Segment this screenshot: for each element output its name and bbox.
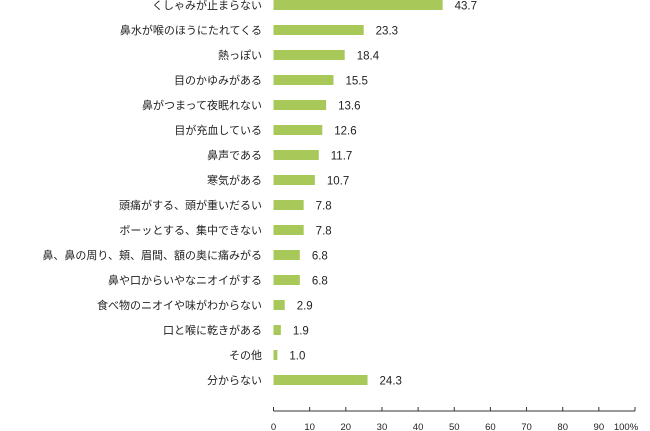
bar bbox=[273, 200, 304, 210]
x-tick-label: 40 bbox=[413, 422, 424, 431]
category-label: 鼻声である bbox=[207, 148, 262, 162]
data-label: 43.7 bbox=[455, 1, 477, 13]
bar bbox=[273, 150, 319, 160]
x-tick-label: 80 bbox=[557, 422, 568, 431]
data-label: 2.9 bbox=[297, 301, 313, 313]
category-label: ボーッとする、集中できない bbox=[119, 223, 262, 237]
category-label: 鼻、鼻の周り、頬、眉間、額の奥に痛みがる bbox=[42, 248, 262, 262]
category-label: 食べ物のニオイや味がわからない bbox=[97, 298, 262, 312]
x-tick-label: 0 bbox=[271, 422, 276, 431]
bar bbox=[273, 25, 364, 35]
bar bbox=[273, 100, 327, 110]
bar bbox=[273, 325, 281, 335]
bar bbox=[273, 275, 300, 285]
x-tick-label: 100% bbox=[614, 422, 639, 431]
category-label: 鼻水が喉のほうにたれてくる bbox=[120, 23, 262, 37]
data-label: 24.3 bbox=[380, 376, 402, 388]
data-label: 11.7 bbox=[331, 151, 353, 163]
data-label: 12.6 bbox=[334, 126, 356, 138]
category-label: 口と喉に乾きがある bbox=[163, 323, 262, 337]
data-label: 1.0 bbox=[289, 351, 305, 363]
x-tick-label: 60 bbox=[485, 422, 496, 431]
x-tick-label: 20 bbox=[341, 422, 352, 431]
data-label: 1.9 bbox=[293, 326, 309, 338]
data-label: 6.8 bbox=[312, 276, 328, 288]
bar bbox=[273, 250, 300, 260]
data-label: 15.5 bbox=[345, 76, 367, 88]
category-label: 鼻や口からいやなニオイがする bbox=[108, 273, 262, 287]
data-label: 7.8 bbox=[316, 226, 332, 238]
data-label: 13.6 bbox=[338, 101, 360, 113]
bar bbox=[273, 50, 345, 60]
category-label: くしゃみが止まらない bbox=[152, 0, 262, 12]
bar bbox=[273, 0, 443, 10]
category-label: 分からない bbox=[207, 374, 262, 387]
data-label: 18.4 bbox=[357, 51, 380, 63]
bar bbox=[273, 175, 315, 185]
category-label: 頭痛がする、頭が重いだるい bbox=[119, 198, 262, 212]
bar bbox=[273, 300, 285, 310]
data-label: 6.8 bbox=[312, 251, 328, 263]
category-label: 鼻がつまって夜眠れない bbox=[142, 98, 262, 112]
category-label: 目が充血している bbox=[174, 123, 262, 137]
x-tick-label: 90 bbox=[594, 422, 605, 431]
data-label: 10.7 bbox=[327, 176, 349, 188]
bar bbox=[273, 225, 304, 235]
bar bbox=[273, 350, 278, 360]
x-tick-label: 30 bbox=[377, 422, 388, 431]
category-label: 熱っぽい bbox=[218, 49, 262, 62]
x-tick-label: 10 bbox=[304, 422, 315, 431]
category-label: 寒気がある bbox=[207, 173, 262, 187]
category-label: 目のかゆみがある bbox=[174, 73, 262, 87]
bar bbox=[273, 125, 323, 135]
data-label: 7.8 bbox=[316, 201, 332, 213]
data-label: 23.3 bbox=[376, 26, 398, 38]
bar bbox=[273, 375, 368, 385]
x-tick-label: 70 bbox=[521, 422, 532, 431]
x-tick-label: 50 bbox=[449, 422, 460, 431]
category-label: その他 bbox=[229, 349, 262, 362]
bar bbox=[273, 75, 334, 85]
